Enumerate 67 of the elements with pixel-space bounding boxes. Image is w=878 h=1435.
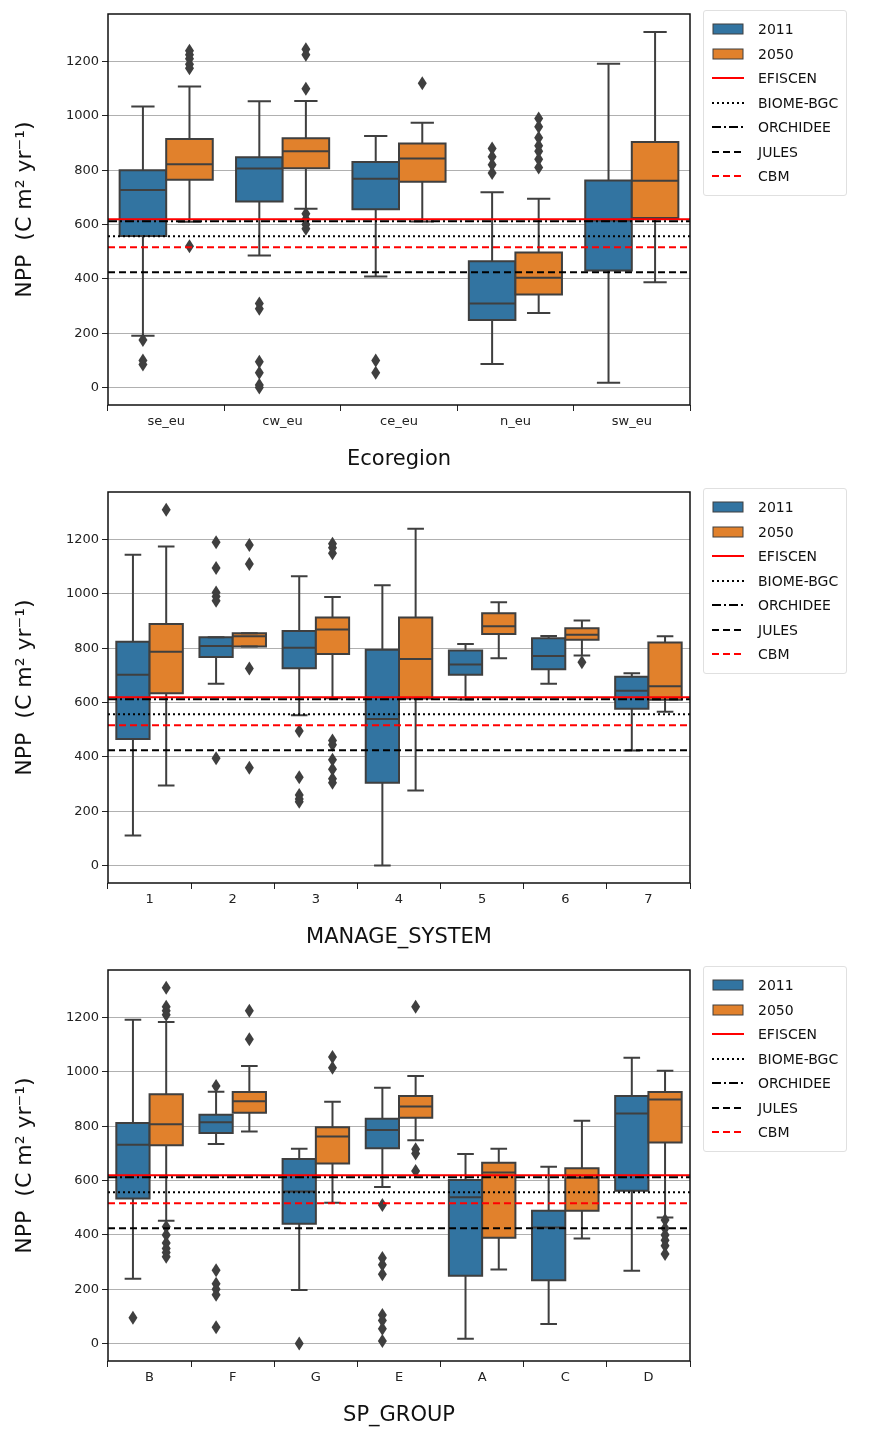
y-tick-label: 0 — [90, 1334, 99, 1350]
legend-label: 2050 — [758, 45, 794, 62]
legend-label: JULES — [758, 621, 798, 638]
x-tick-label: 2 — [228, 891, 237, 907]
y-tick-label: 400 — [74, 748, 99, 764]
y-axis-title: NPP (C m² yr⁻¹) — [10, 121, 36, 298]
x-tick-label: E — [394, 1369, 404, 1385]
legend-label: ORCHIDEE — [758, 119, 831, 136]
y-tick-label: 1000 — [65, 585, 99, 601]
y-tick-label: 600 — [74, 693, 99, 709]
legend-label: ORCHIDEE — [758, 1075, 831, 1092]
x-tick-label: se_eu — [147, 413, 185, 429]
y-tick-label: 1200 — [65, 1008, 99, 1024]
legend-label: BIOME-BGC — [758, 572, 839, 589]
legend-label: EFISCEN — [758, 1026, 818, 1043]
y-axis-title: NPP (C m² yr⁻¹) — [10, 599, 36, 776]
x-tick-label: ce_eu — [380, 413, 418, 429]
y-tick-label: 1200 — [65, 52, 99, 68]
x-tick-label: A — [477, 1369, 487, 1385]
x-tick-label: 4 — [394, 891, 404, 907]
x-axis-title: SP_GROUP — [343, 1401, 455, 1427]
x-tick-label: 1 — [145, 891, 154, 907]
y-tick-label: 800 — [74, 1117, 99, 1133]
y-tick-label: 0 — [90, 378, 99, 394]
x-tick-label: sw_eu — [611, 413, 652, 429]
legend-label: 2050 — [758, 523, 794, 540]
legend-label: EFISCEN — [758, 548, 818, 565]
y-tick-label: 400 — [74, 1226, 99, 1242]
legend-label: 2050 — [758, 1001, 794, 1018]
y-tick-label: 1200 — [65, 530, 99, 546]
y-tick-label: 400 — [74, 270, 99, 286]
legend-label: CBM — [758, 168, 790, 185]
y-tick-label: 600 — [74, 1171, 99, 1187]
x-tick-label: 6 — [561, 891, 570, 907]
y-tick-label: 800 — [74, 639, 99, 655]
legend-label: JULES — [758, 1099, 798, 1116]
x-tick-label: cw_eu — [262, 413, 303, 429]
x-axis-title: MANAGE_SYSTEM — [306, 923, 492, 949]
x-tick-label: D — [643, 1369, 654, 1385]
x-tick-label: n_eu — [499, 413, 531, 429]
legend-label: 2011 — [758, 21, 794, 38]
x-tick-label: G — [310, 1369, 321, 1385]
legend-label: CBM — [758, 646, 790, 663]
legend-label: CBM — [758, 1124, 790, 1141]
y-tick-label: 200 — [74, 1280, 99, 1296]
legend-label: BIOME-BGC — [758, 94, 839, 111]
y-tick-label: 600 — [74, 215, 99, 231]
x-tick-label: 3 — [311, 891, 320, 907]
x-tick-label: 5 — [478, 891, 487, 907]
y-tick-label: 1000 — [65, 107, 99, 123]
y-tick-label: 200 — [74, 802, 99, 818]
y-tick-label: 0 — [90, 856, 99, 872]
x-tick-label: F — [228, 1369, 237, 1385]
legend-label: EFISCEN — [758, 70, 818, 87]
legend-label: BIOME-BGC — [758, 1050, 839, 1067]
x-axis-title: Ecoregion — [346, 445, 452, 470]
legend-label: ORCHIDEE — [758, 597, 831, 614]
y-axis-title: NPP (C m² yr⁻¹) — [10, 1077, 36, 1254]
legend-label: 2011 — [758, 499, 794, 516]
x-tick-label: B — [145, 1369, 155, 1385]
x-tick-label: C — [560, 1369, 570, 1385]
legend-label: 2011 — [758, 977, 794, 994]
legend-label: JULES — [758, 143, 798, 160]
x-tick-label: 7 — [644, 891, 653, 907]
y-tick-label: 200 — [74, 324, 99, 340]
y-tick-label: 1000 — [65, 1063, 99, 1079]
y-tick-label: 800 — [74, 161, 99, 177]
